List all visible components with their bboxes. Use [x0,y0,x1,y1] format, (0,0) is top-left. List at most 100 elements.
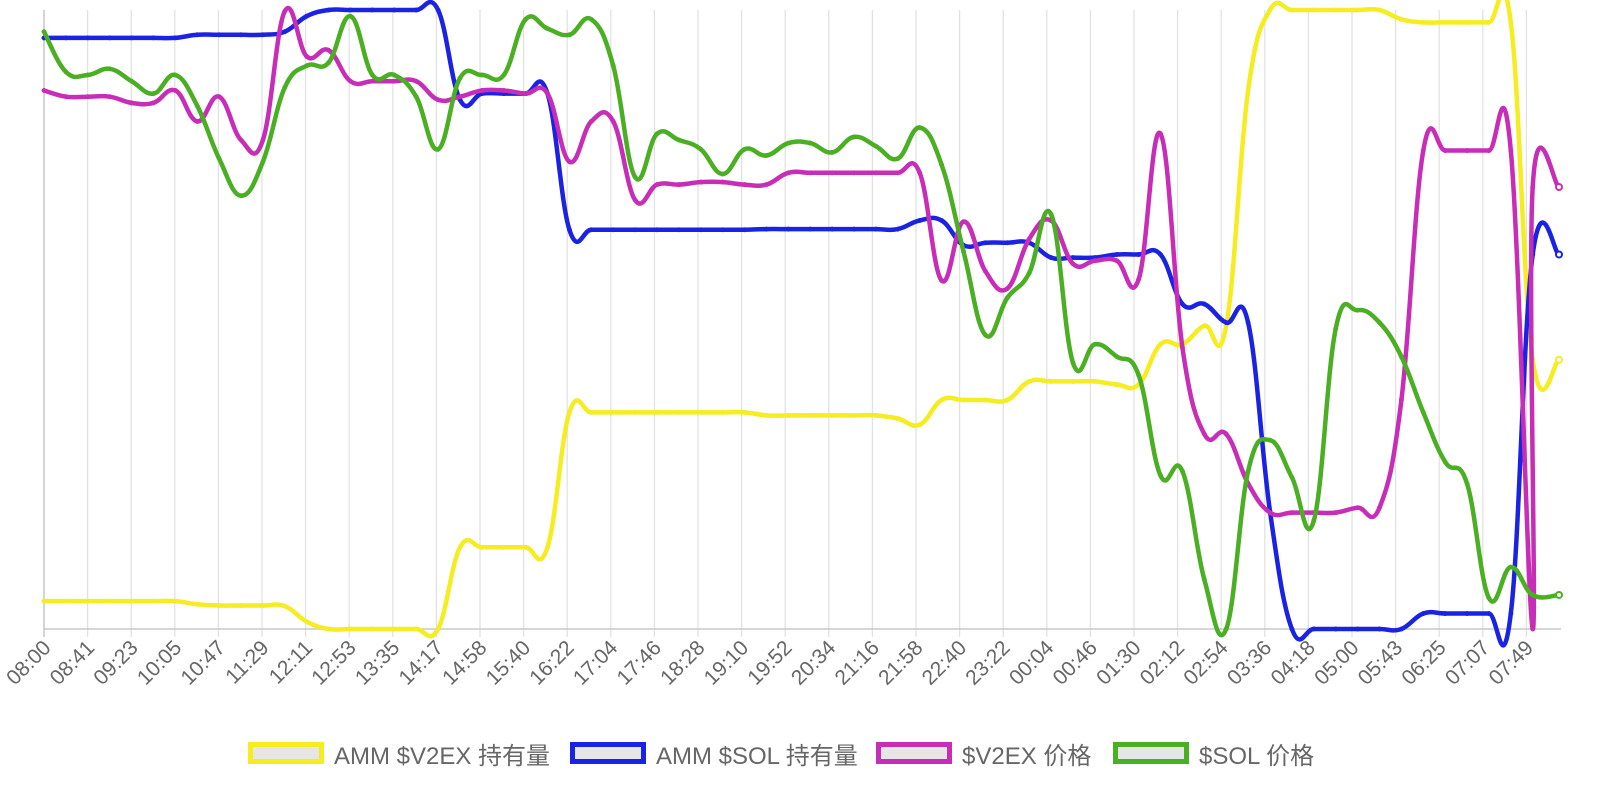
data-point [764,226,769,232]
data-point [1289,474,1295,480]
data-point [676,409,682,415]
x-tick-label: 02:54 [1179,636,1233,690]
x-tick-label: 08:41 [46,636,99,689]
data-point [151,91,156,97]
x-tick-label: 20:34 [787,636,841,690]
data-point [501,88,507,93]
x-tick-label: 02:12 [1136,636,1189,689]
data-point [172,72,178,78]
data-point [764,153,769,158]
data-point [435,7,441,13]
legend-item[interactable]: $SOL 价格 [1113,736,1314,770]
legend-item[interactable]: $V2EX 价格 [876,736,1091,770]
data-point [1092,341,1098,347]
data-point [807,226,813,232]
data-point [523,544,529,550]
data-point [304,619,310,625]
x-tick-label: 16:22 [525,636,578,689]
data-point [1486,19,1492,25]
data-point [1530,592,1536,598]
x-tick-label: 18:28 [656,636,709,689]
data-point [1245,468,1251,474]
data-point [260,159,266,165]
data-point [654,409,660,415]
data-point [961,219,966,225]
legend-item[interactable]: AMM $SOL 持有量 [570,736,858,770]
data-point [961,248,966,254]
x-tick-label: 19:10 [700,636,753,689]
data-point [1223,320,1229,326]
data-point [391,7,397,13]
data-point [1420,409,1426,415]
data-point [1179,301,1185,307]
data-point [1442,19,1448,25]
data-point [1004,397,1010,403]
data-point [807,140,813,146]
x-tick-label: 17:46 [613,636,666,689]
data-point [720,171,726,177]
x-tick-label: 07:07 [1441,636,1494,689]
data-point [632,227,638,233]
data-point [304,63,310,69]
data-point [1398,397,1404,403]
data-point [523,91,529,97]
data-point [1026,378,1032,384]
data-point [304,53,310,59]
x-tick-labels: 08:0008:4109:2310:0510:4711:2912:1112:53… [2,636,1538,690]
data-point [1377,320,1382,326]
legend-swatch [570,742,646,764]
x-tick-label: 15:40 [482,636,535,689]
data-point [1026,270,1032,276]
data-point [1092,378,1098,384]
data-point [632,409,638,415]
data-point [41,29,47,35]
gridlines [43,10,1528,637]
data-point [1048,255,1054,261]
data-point [1311,518,1317,524]
data-point [1311,7,1317,13]
data-point [348,7,353,13]
data-point [326,7,332,13]
data-point [129,78,135,84]
data-point [917,422,923,428]
data-point [1333,626,1339,632]
data-point [63,69,69,75]
data-point [654,182,660,188]
x-tick-label: 05:43 [1354,636,1407,689]
data-point [676,137,682,143]
x-tick-label: 01:30 [1092,636,1145,689]
data-point [1464,19,1470,25]
data-point [1223,431,1229,437]
data-point [348,13,353,19]
x-tick-label: 11:29 [221,636,273,688]
legend-label: $V2EX 价格 [962,742,1092,770]
data-point [107,94,113,100]
data-point [917,218,923,223]
data-point [63,35,69,41]
data-point [807,170,813,176]
data-point [1486,148,1492,153]
legend-label: AMM $V2EX 持有量 [334,742,551,770]
data-point [588,409,594,415]
data-point [85,94,91,100]
data-point [566,159,572,165]
legend-item[interactable]: AMM $V2EX 持有量 [248,736,550,770]
data-point [172,598,178,604]
data-point [1398,16,1404,22]
data-point [566,409,572,415]
series-line [41,0,1562,639]
data-point [413,78,419,84]
line-chart: 08:0008:4109:2310:0510:4711:2912:1112:53… [2,0,1563,690]
data-point [260,32,266,38]
data-point [939,278,945,283]
data-point [1333,326,1339,332]
x-tick-label: 21:16 [831,636,884,689]
data-point [348,626,353,632]
legend-swatch [248,742,324,764]
data-point [698,146,704,152]
data-point [566,32,572,38]
data-point [807,412,813,418]
data-point [282,84,288,90]
data-point [369,72,375,78]
data-point [785,412,791,418]
